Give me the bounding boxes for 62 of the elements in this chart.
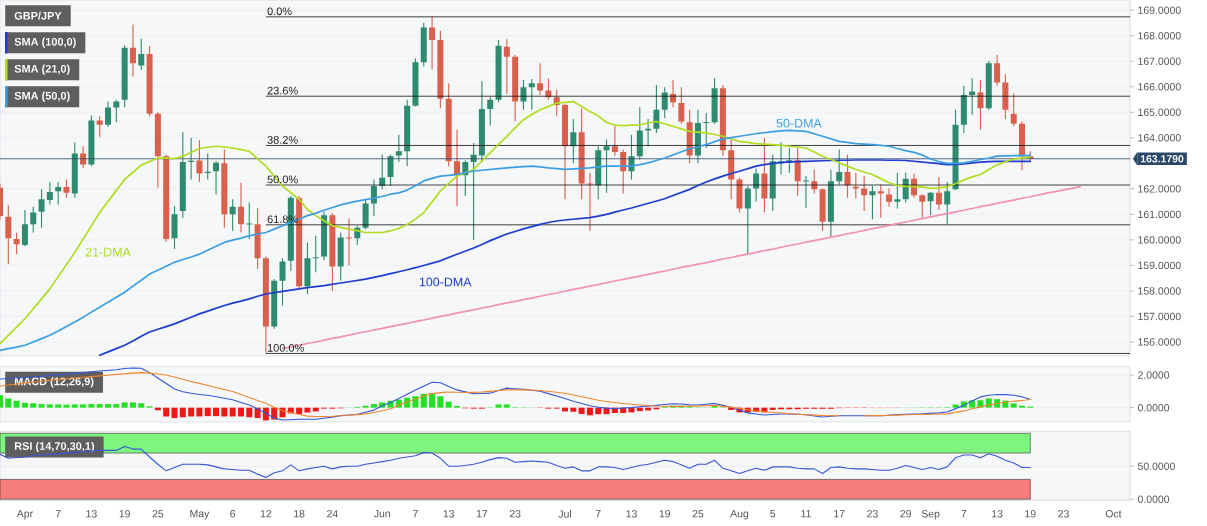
x-tick-label: Jun bbox=[373, 510, 390, 518]
x-tick-label: 18 bbox=[294, 510, 305, 518]
annotation: 38.2% bbox=[267, 136, 298, 144]
annotation: 100.0% bbox=[267, 344, 304, 352]
legend-label: SMA (100,0) bbox=[14, 37, 76, 48]
x-tick-label: 23 bbox=[1058, 510, 1069, 518]
annotation: 50-DMA bbox=[776, 118, 822, 128]
x-tick-label: 7 bbox=[961, 510, 967, 518]
annotation: 23.6% bbox=[267, 86, 298, 95]
y-tick-label: 166.0000 bbox=[1138, 83, 1181, 91]
x-tick-label: Aug bbox=[730, 510, 749, 520]
y-tick-label: 164.0000 bbox=[1138, 134, 1181, 142]
x-tick-label: 13 bbox=[86, 510, 97, 518]
legend-label: SMA (21,0) bbox=[14, 64, 70, 75]
x-tick-label: 7 bbox=[413, 510, 418, 518]
y-tick-label: 169.0000 bbox=[1138, 6, 1181, 14]
x-tick-label: 23 bbox=[867, 510, 878, 518]
y-tick-label: 160.0000 bbox=[1138, 236, 1181, 244]
y-tick-label: 161.0000 bbox=[1138, 210, 1181, 219]
x-tick-label: 6 bbox=[230, 510, 236, 518]
x-tick-label: Sep bbox=[921, 510, 940, 520]
x-tick-label: 17 bbox=[476, 510, 488, 518]
x-tick-label: Apr bbox=[16, 510, 33, 520]
y-tick-label: 162.0000 bbox=[1138, 185, 1181, 193]
ref-line-label: 163.1790 bbox=[1140, 155, 1184, 163]
y-tick-label: 157.0000 bbox=[1138, 312, 1181, 321]
y-tick-label: 159.0000 bbox=[1138, 261, 1181, 270]
annotation: 21-DMA bbox=[85, 247, 131, 257]
x-tick-label: 13 bbox=[992, 510, 1003, 518]
x-tick-label: 24 bbox=[327, 510, 338, 518]
annotation: 100-DMA bbox=[419, 277, 472, 287]
x-tick-label: 25 bbox=[692, 510, 704, 518]
x-tick-label: 19 bbox=[1025, 510, 1036, 518]
text: GBP/JPY bbox=[14, 11, 62, 20]
x-tick-label: 19 bbox=[659, 510, 671, 518]
legend-label: SMA (50,0) bbox=[14, 91, 70, 102]
x-tick-label: 12 bbox=[260, 510, 272, 518]
y-tick-label: 0.0000 bbox=[1137, 403, 1170, 412]
x-tick-label: 29 bbox=[900, 510, 911, 518]
y-tick-label: 156.0000 bbox=[1138, 338, 1181, 346]
x-tick-label: 25 bbox=[152, 510, 164, 518]
y-tick-label: 165.0000 bbox=[1138, 108, 1181, 116]
y-tick-label: 2.0000 bbox=[1138, 371, 1170, 379]
x-tick-label: 11 bbox=[801, 510, 811, 518]
x-tick-label: 23 bbox=[509, 510, 521, 518]
y-tick-label: 168.0000 bbox=[1138, 32, 1181, 40]
x-tick-label: 5 bbox=[770, 510, 776, 518]
y-tick-label: 0.0000 bbox=[1137, 495, 1170, 503]
x-tick-label: May bbox=[190, 510, 210, 520]
y-tick-label: 50.0000 bbox=[1137, 462, 1175, 470]
text: RSI (14,70,30,1) bbox=[14, 441, 95, 453]
annotation: 0.0% bbox=[267, 7, 292, 16]
x-tick-label: Oct bbox=[1105, 510, 1122, 518]
x-tick-label: 7 bbox=[55, 510, 61, 518]
x-tick-label: 13 bbox=[443, 510, 455, 518]
x-tick-label: 13 bbox=[626, 510, 637, 518]
x-tick-label: 7 bbox=[595, 510, 601, 518]
y-tick-label: 158.0000 bbox=[1138, 287, 1181, 295]
x-tick-label: Jul bbox=[558, 510, 571, 518]
y-tick-label: 167.0000 bbox=[1138, 57, 1181, 65]
x-tick-label: 19 bbox=[119, 510, 130, 518]
x-tick-label: 17 bbox=[834, 510, 845, 518]
